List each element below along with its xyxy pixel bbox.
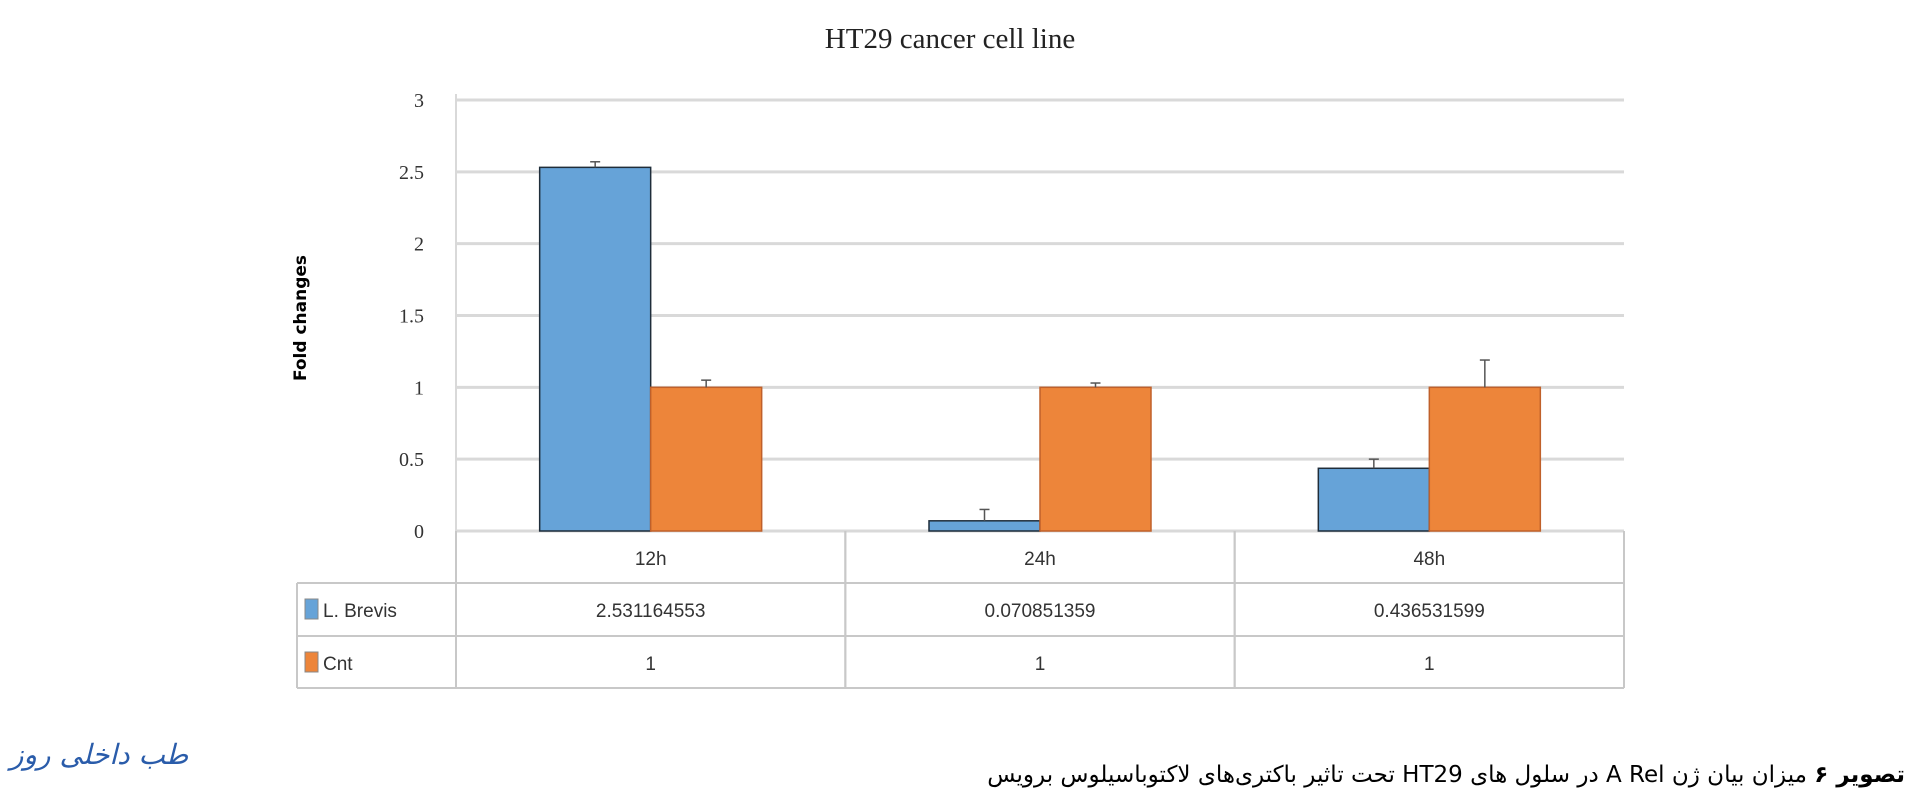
bar-cnt-12h	[649, 386, 763, 532]
bar-l-brevis-12h	[538, 166, 652, 532]
legend-swatch	[304, 651, 319, 673]
y-tick-label: 0	[414, 521, 424, 543]
bar-l-brevis-48h	[1317, 467, 1431, 532]
x-tick-label: 12h	[635, 549, 667, 570]
data-label: 0.070851359	[985, 601, 1096, 622]
legend-label: L. Brevis	[323, 601, 397, 622]
data-label: 2.531164553	[596, 601, 706, 622]
y-axis-label: Fold changes	[291, 255, 311, 381]
y-tick-label: 2.5	[399, 162, 424, 184]
bar-l-brevis-24h	[928, 520, 1041, 532]
data-label: 1	[1035, 654, 1046, 675]
caption-label: تصویر ۶	[1814, 762, 1905, 788]
bar-cnt-24h	[1039, 386, 1152, 532]
x-tick-label: 24h	[1024, 549, 1056, 570]
data-label: 1	[1424, 654, 1435, 675]
y-tick-label: 2	[414, 234, 424, 256]
data-label: 0.436531599	[1374, 601, 1485, 622]
data-label: 1	[645, 654, 656, 675]
logo: طب داخلی روز	[10, 738, 189, 771]
y-tick-label: 1	[414, 377, 424, 399]
legend-swatch	[304, 598, 319, 620]
y-tick-label: 1.5	[399, 306, 424, 328]
y-tick-label: 3	[414, 90, 424, 112]
figure-caption: تصویر ۶ میزان بیان ژن A Rel در سلول های …	[987, 762, 1905, 788]
chart-title: HT29 cancer cell line	[825, 23, 1075, 55]
y-tick-label: 0.5	[399, 449, 424, 471]
bar-cnt-48h	[1428, 386, 1542, 532]
x-tick-label: 48h	[1413, 549, 1445, 570]
caption-text: میزان بیان ژن A Rel در سلول های HT29 تحت…	[987, 762, 1807, 788]
legend-label: Cnt	[323, 654, 353, 675]
